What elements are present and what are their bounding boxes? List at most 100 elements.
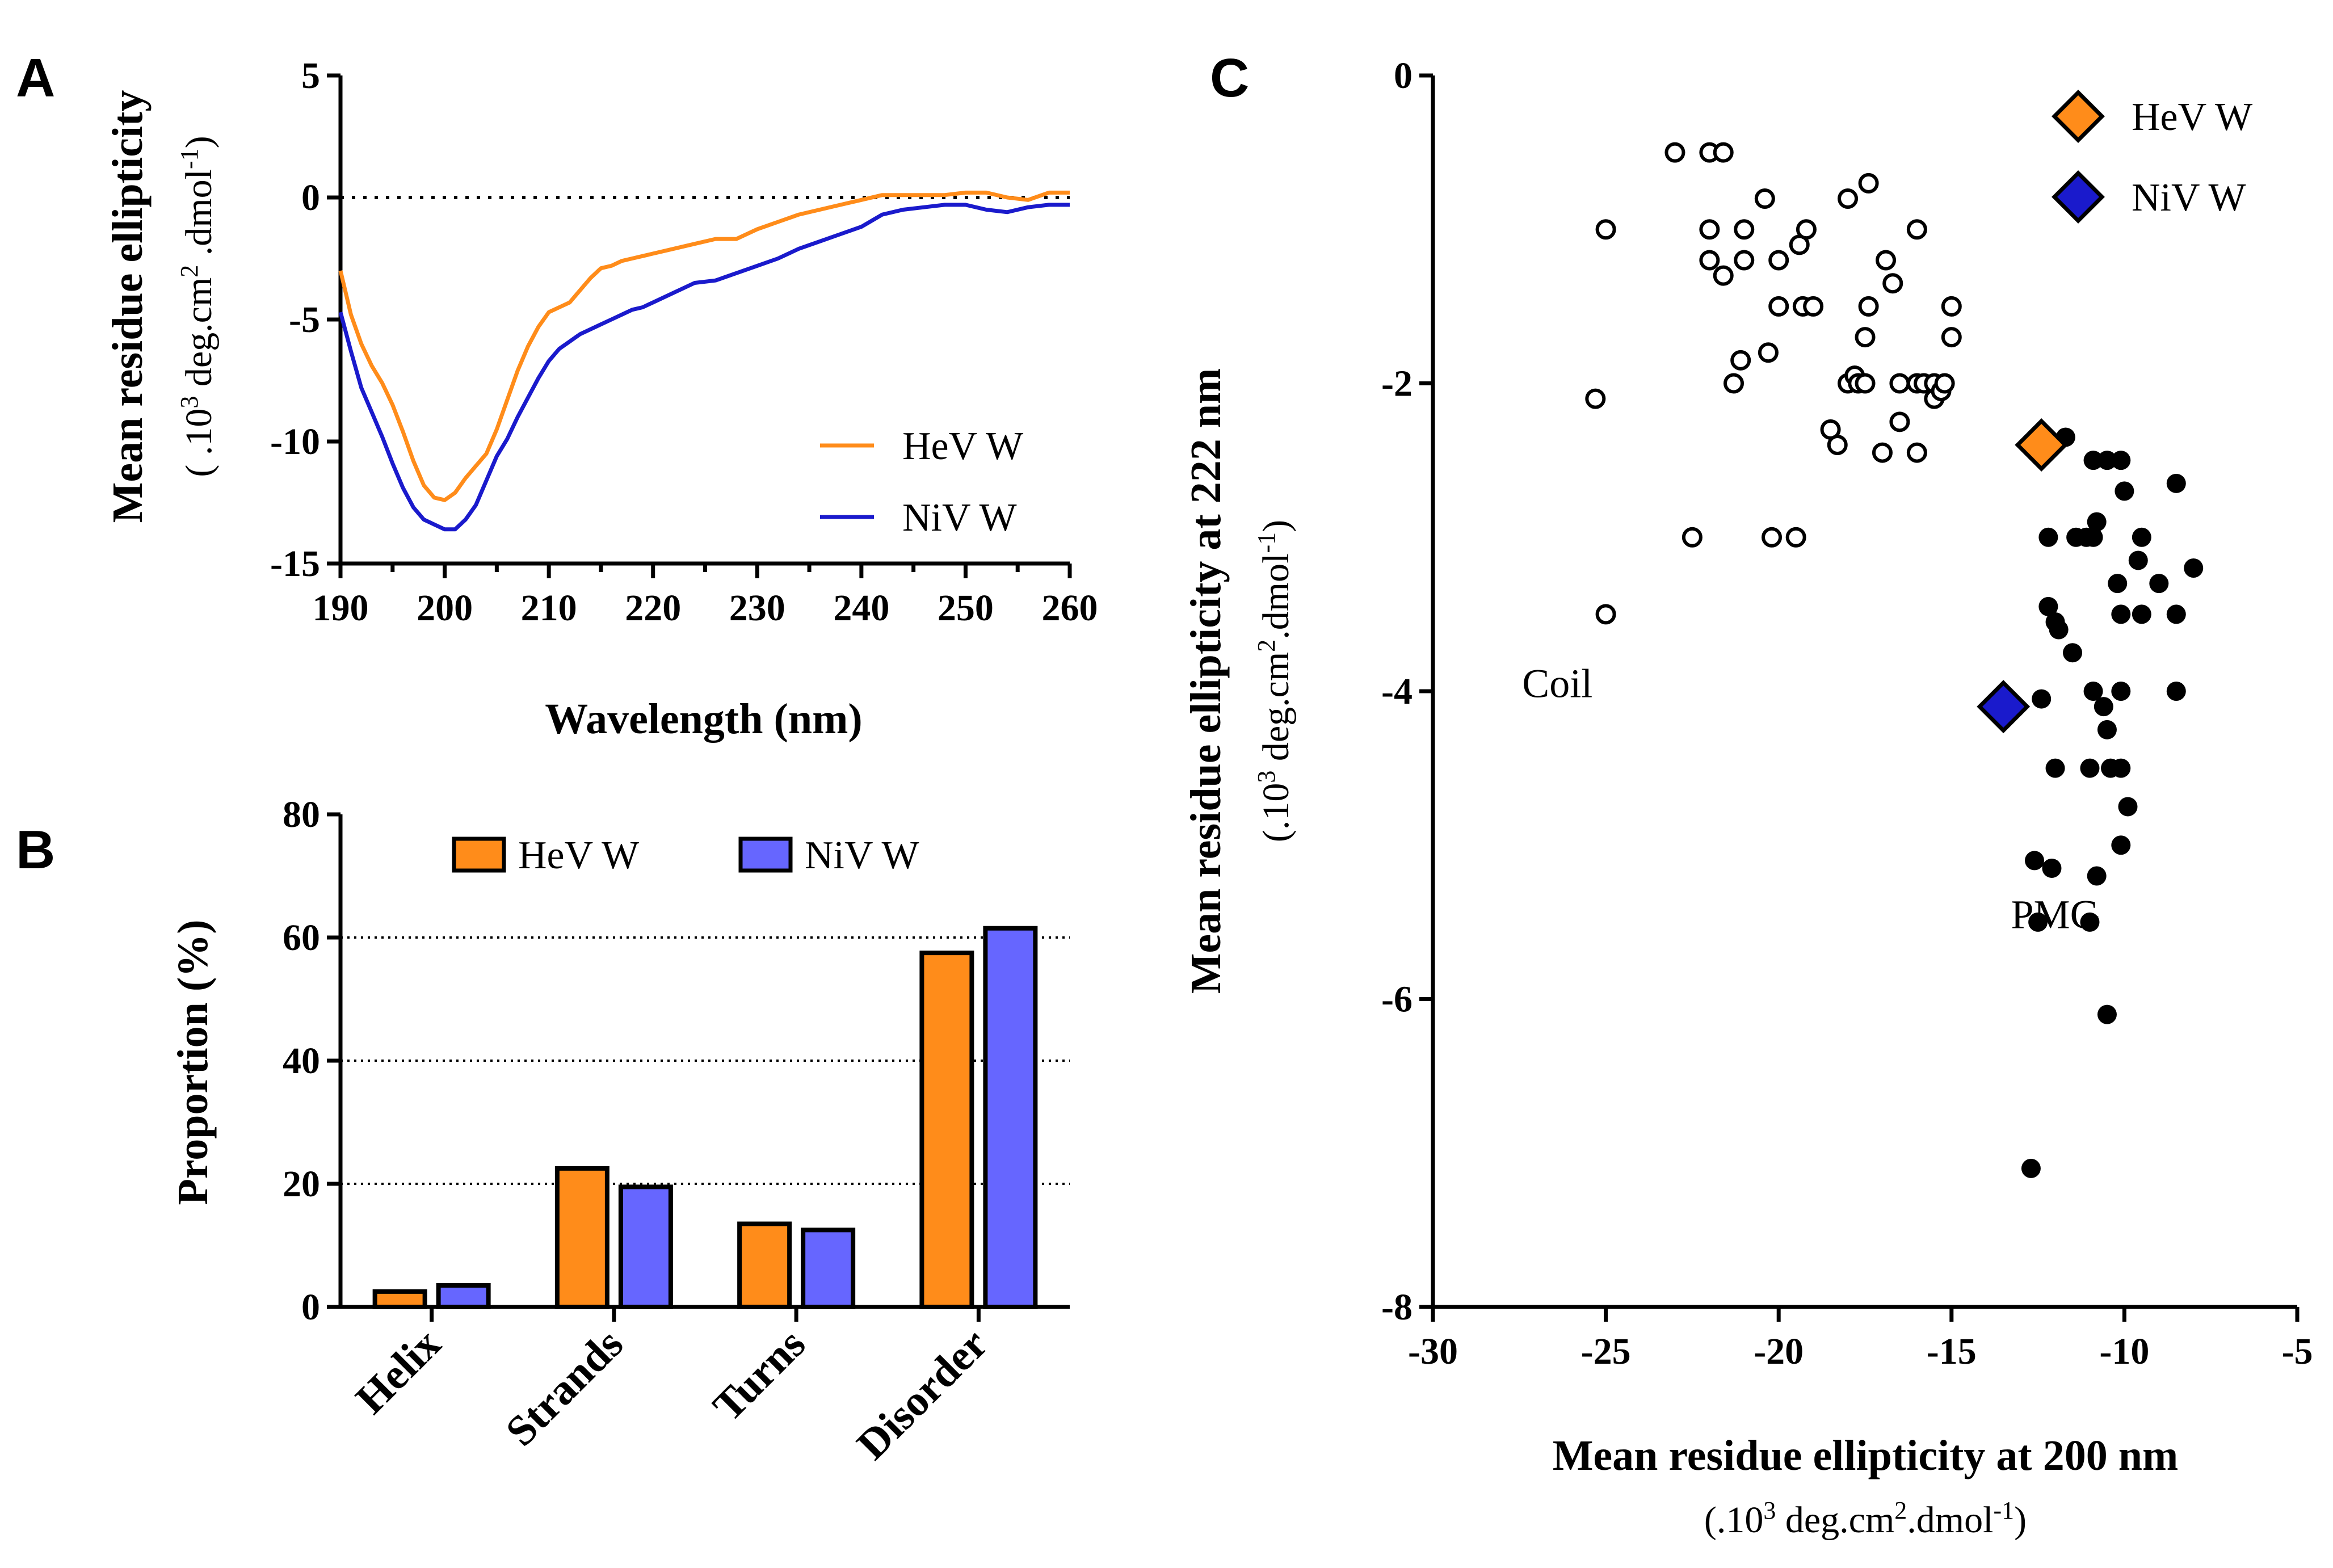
- legend-label: HeV W: [518, 834, 639, 877]
- panel-a-letter: A: [16, 48, 55, 108]
- y-tick-label: 0: [301, 1287, 320, 1328]
- bar-niv-w-strands: [618, 1184, 673, 1310]
- units-superscript: 3: [1763, 1496, 1776, 1524]
- units-text: ): [1255, 520, 1297, 532]
- legend-swatch-hev-w: [452, 836, 506, 873]
- units-superscript: 2: [1894, 1496, 1907, 1524]
- x-tick-label: 220: [625, 587, 681, 629]
- pmg-point: [2083, 527, 2103, 547]
- pmg-point: [2038, 596, 2058, 616]
- coil-point: [1838, 188, 1859, 209]
- coil-point: [1699, 219, 1720, 240]
- units-text: .dmol: [1907, 1499, 1993, 1541]
- series-line-hev-w: [338, 190, 1070, 502]
- bar-hev-w-strands: [554, 1166, 609, 1309]
- panel-b-axes: [327, 812, 1070, 1322]
- legend-swatch-niv-w: [738, 836, 793, 873]
- coil-point: [1906, 219, 1927, 240]
- x-tick-label: 250: [938, 587, 994, 629]
- legend-label: NiV W: [902, 496, 1017, 540]
- panel-c-annotation-pmg: PMG: [2011, 892, 2100, 937]
- y-tick-label: -15: [270, 543, 320, 585]
- pmg-point: [2021, 1158, 2041, 1178]
- x-tick-label: -15: [1927, 1331, 1977, 1372]
- coil-point: [1803, 296, 1824, 317]
- y-tick-label: -4: [1381, 671, 1413, 712]
- coil-point: [1855, 327, 1876, 348]
- x-tick-label: 210: [521, 587, 577, 629]
- panel-c-x-axis-units: (.103 deg.cm2.dmol-1): [1704, 1496, 2027, 1541]
- panel-b-y-axis-title: Proportion (%): [169, 919, 217, 1205]
- coil-point: [1595, 219, 1616, 240]
- coil-point: [1762, 527, 1783, 548]
- units-superscript: 2: [1252, 640, 1280, 652]
- pmg-point: [2111, 451, 2131, 470]
- legend-marker-niv-w: [2052, 170, 2105, 224]
- y-tick-label: -5: [289, 299, 320, 340]
- pmg-point: [2118, 797, 2138, 817]
- pmg-point: [2097, 451, 2117, 470]
- point-niv-w: [1977, 680, 2031, 734]
- bar-hev-w-disorder: [919, 951, 974, 1309]
- panel-c-x-axis-title: Mean residue ellipticity at 200 nm: [1553, 1432, 2179, 1479]
- panel-a-y-axis-units: ( .103 deg.cm2 .dmol-1): [175, 136, 220, 477]
- panel-b-letter: B: [16, 819, 55, 880]
- coil-point: [1758, 342, 1779, 363]
- coil-point: [1941, 296, 1962, 317]
- panel-c-y-axis-units: (.103 deg.cm2.dmol-1): [1252, 520, 1297, 842]
- coil-point: [1889, 411, 1910, 432]
- y-tick-label: 60: [283, 917, 320, 959]
- bar-niv-w-disorder: [983, 926, 1038, 1309]
- coil-point: [1906, 442, 1927, 463]
- pmg-point: [2032, 689, 2052, 709]
- coil-point: [1585, 388, 1606, 409]
- panel-a-series: [338, 190, 1070, 532]
- coil-point: [1713, 142, 1734, 163]
- pmg-point: [2028, 912, 2048, 932]
- point-hev-w: [2015, 418, 2069, 472]
- x-tick-label: -25: [1581, 1331, 1631, 1372]
- series-line-niv-w: [338, 203, 1070, 532]
- pmg-point: [2184, 558, 2204, 578]
- y-tick-label: -6: [1381, 979, 1413, 1020]
- units-text: .dmol: [178, 169, 220, 265]
- legend-label: HeV W: [902, 424, 1023, 468]
- panel-a-x-axis-title: Wavelength (nm): [545, 695, 862, 743]
- coil-point: [1768, 296, 1789, 317]
- bar-niv-w-turns: [801, 1228, 856, 1309]
- bar-hev-w-turns: [737, 1221, 792, 1309]
- units-text: (.10: [1704, 1499, 1763, 1541]
- units-superscript: 2: [175, 265, 203, 278]
- units-text: deg.cm: [1255, 652, 1297, 771]
- x-tick-label: 190: [313, 587, 369, 629]
- pmg-point: [2111, 835, 2131, 855]
- units-text: ): [178, 136, 220, 148]
- panel-c-points: [1585, 142, 2204, 1178]
- pmg-point: [2087, 512, 2107, 532]
- pmg-point: [2083, 682, 2103, 701]
- pmg-point: [2087, 866, 2107, 886]
- pmg-point: [2080, 758, 2100, 778]
- pmg-point: [2132, 527, 2151, 547]
- pmg-point: [2063, 643, 2083, 663]
- panel-c-axes: [1419, 73, 2300, 1322]
- legend-label: HeV W: [2132, 95, 2252, 139]
- coil-point: [1682, 527, 1703, 548]
- units-superscript: 3: [175, 396, 203, 409]
- pmg-point: [2149, 574, 2169, 594]
- coil-point: [1876, 250, 1897, 271]
- units-superscript: -1: [175, 148, 203, 169]
- pmg-point: [2111, 682, 2131, 701]
- pmg-point: [2094, 697, 2113, 717]
- pmg-point: [2132, 604, 2151, 624]
- coil-point: [1595, 604, 1616, 625]
- pmg-point: [2045, 758, 2065, 778]
- pmg-point: [2097, 1004, 2117, 1024]
- coil-point: [1734, 219, 1755, 240]
- units-text: ( .10: [178, 409, 220, 477]
- pmg-point: [2128, 550, 2148, 570]
- y-tick-label: -8: [1381, 1287, 1413, 1328]
